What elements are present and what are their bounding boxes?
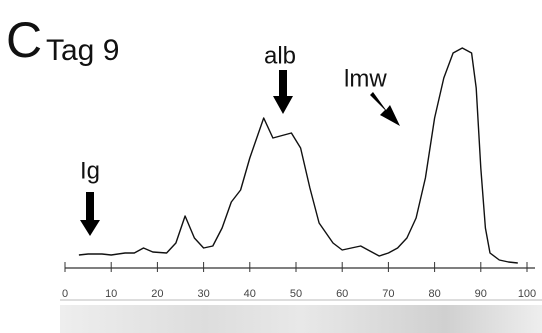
trace: [79, 48, 518, 263]
annotation: lmw: [344, 65, 387, 92]
x-tick-label: 60: [336, 288, 348, 300]
x-tick-label: 90: [475, 288, 487, 300]
x-tick-label: 0: [62, 288, 68, 300]
annotation: alb: [264, 42, 296, 69]
annotation: Ig: [80, 157, 100, 184]
chart-subtitle: Tag 9: [46, 34, 119, 67]
x-tick-label: 40: [244, 288, 256, 300]
arrow: [80, 192, 100, 236]
x-tick-label: 100: [518, 288, 536, 300]
gel-strip: [60, 305, 542, 333]
x-tick-label: 50: [290, 288, 302, 300]
panel-letter: C: [6, 12, 42, 68]
x-tick-label: 30: [197, 288, 209, 300]
x-tick-label: 70: [382, 288, 394, 300]
chart: C Tag 9 Ig alb lmw 0 10 20 30 40 50 60 70 80 90 10…: [0, 0, 542, 333]
x-tick-label: 10: [105, 288, 117, 300]
x-tick-label: 80: [428, 288, 440, 300]
arrow: [370, 92, 400, 126]
arrow: [273, 70, 293, 114]
x-tick-label: 20: [151, 288, 163, 300]
